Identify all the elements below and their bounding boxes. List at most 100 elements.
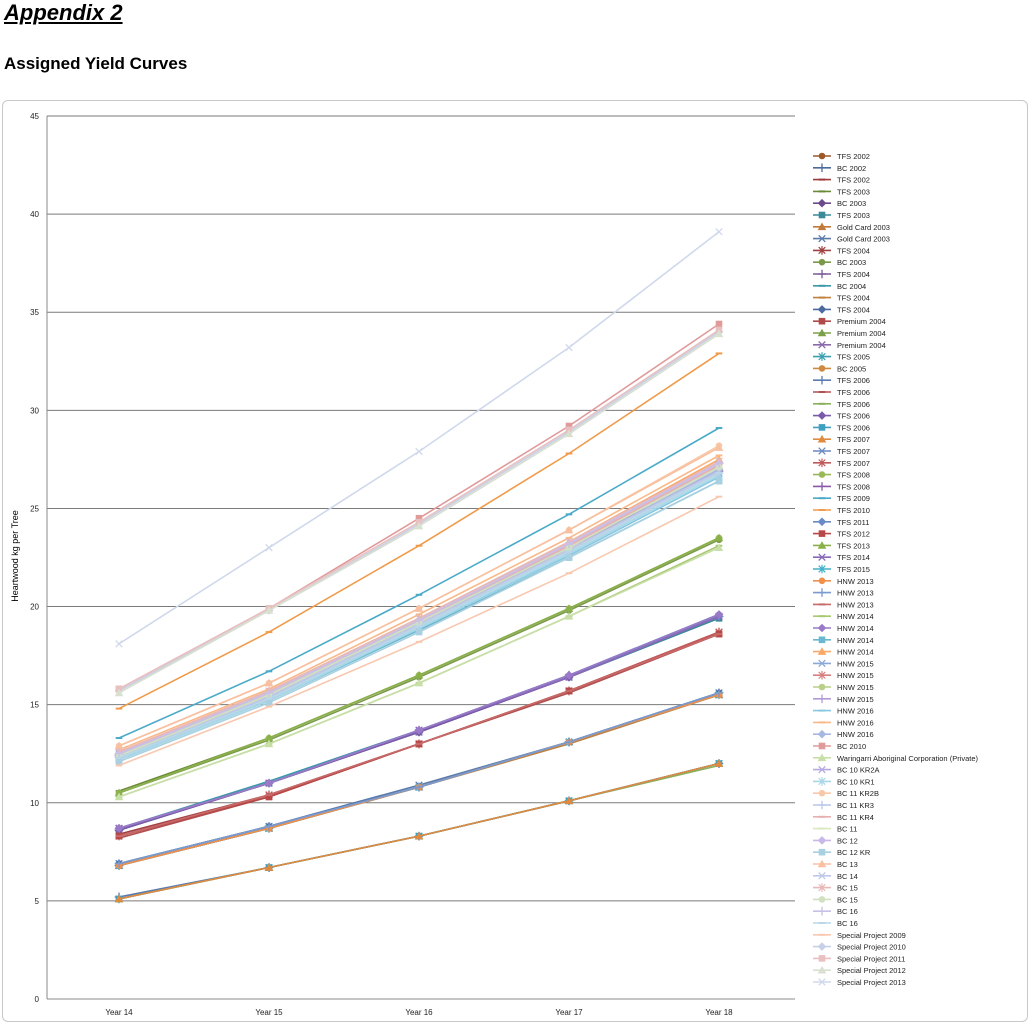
legend-item[interactable]: HNW 2016 [813, 707, 874, 716]
legend-item[interactable]: BC 15 [813, 883, 858, 893]
legend-item[interactable]: HNW 2014 [813, 623, 874, 633]
legend-label: Special Project 2010 [837, 943, 906, 952]
legend-item[interactable]: TFS 2004 [813, 305, 870, 314]
legend-swatch-marker [818, 471, 826, 478]
legend-item[interactable]: BC 16 [813, 919, 858, 928]
legend-item[interactable]: Special Project 2011 [813, 954, 905, 963]
data-point [715, 352, 723, 355]
legend-item[interactable]: HNW 2015 [813, 659, 874, 668]
legend-item[interactable]: TFS 2006 [813, 423, 870, 432]
legend-item[interactable]: BC 11 [813, 825, 857, 834]
legend-item[interactable]: BC 2010 [813, 742, 866, 751]
legend-item[interactable]: BC 2003 [813, 258, 866, 267]
legend-item[interactable]: HNW 2016 [813, 718, 874, 727]
legend-item[interactable]: BC 12 KR [813, 848, 871, 857]
legend-item[interactable]: BC 16 [813, 906, 858, 916]
legend-item[interactable]: HNW 2013 [813, 600, 874, 609]
legend-item[interactable]: TFS 2007 [813, 434, 870, 444]
legend-item[interactable]: HNW 2013 [813, 588, 874, 598]
legend-item[interactable]: TFS 2008 [813, 471, 870, 480]
y-tick-label: 15 [30, 701, 39, 710]
legend-item[interactable]: TFS 2003 [813, 211, 870, 220]
legend-item[interactable]: TFS 2015 [813, 564, 870, 574]
legend-item[interactable]: BC 12 [813, 836, 858, 845]
series-group [114, 543, 724, 801]
legend-item[interactable]: TFS 2004 [813, 294, 870, 303]
legend-item[interactable]: TFS 2006 [813, 375, 870, 385]
legend-item[interactable]: Premium 2004 [813, 328, 886, 338]
legend-item[interactable]: Waringarri Aboriginal Corporation (Priva… [813, 753, 979, 763]
legend-item[interactable]: HNW 2016 [813, 729, 874, 739]
legend-item[interactable]: TFS 2012 [813, 530, 870, 539]
legend-item[interactable]: BC 11 KR2B [813, 789, 879, 798]
legend-item[interactable]: TFS 2006 [813, 388, 870, 397]
data-point [114, 823, 124, 833]
legend-item[interactable]: Premium 2004 [813, 341, 886, 350]
legend-item[interactable]: TFS 2004 [813, 269, 870, 279]
legend[interactable]: TFS 2002 BC 2002 TFS 2002 TFS 2003 BC 2003 TF… [813, 152, 979, 987]
legend-swatch-marker [818, 246, 826, 255]
legend-item[interactable]: HNW 2013 [813, 577, 874, 586]
legend-item[interactable]: TFS 2002 [813, 176, 870, 185]
legend-item[interactable]: TFS 2008 [813, 482, 870, 491]
legend-item[interactable]: TFS 2009 [813, 494, 870, 503]
data-point [714, 443, 724, 451]
data-point [414, 521, 424, 530]
legend-item[interactable]: TFS 2006 [813, 411, 870, 421]
legend-label: TFS 2002 [837, 152, 870, 161]
data-point [115, 758, 123, 765]
legend-item[interactable]: BC 15 [813, 895, 858, 904]
legend-item[interactable]: Special Project 2009 [813, 931, 906, 940]
legend-item[interactable]: BC 10 KR1 [813, 777, 875, 786]
legend-item[interactable]: HNW 2014 [813, 636, 874, 645]
legend-item[interactable]: HNW 2014 [813, 647, 874, 657]
data-point [565, 513, 573, 516]
legend-item[interactable]: TFS 2007 [813, 447, 870, 456]
legend-item[interactable]: TFS 2004 [813, 246, 870, 255]
legend-item[interactable]: BC 10 KR2A [813, 766, 880, 775]
legend-item[interactable]: TFS 2010 [813, 506, 870, 515]
legend-item[interactable]: Premium 2004 [813, 317, 886, 326]
legend-item[interactable]: Gold Card 2003 [813, 222, 890, 232]
legend-item[interactable]: TFS 2003 [813, 187, 870, 196]
legend-item[interactable]: BC 11 KR3 [813, 800, 874, 810]
legend-swatch-marker [818, 659, 826, 668]
legend-item[interactable]: TFS 2005 [813, 352, 870, 362]
series-line [118, 613, 720, 830]
legend-item[interactable]: BC 2002 [813, 163, 866, 173]
legend-swatch-marker [818, 391, 826, 393]
legend-label: BC 2003 [837, 199, 866, 208]
legend-item[interactable]: TFS 2002 [813, 152, 870, 161]
legend-item[interactable]: HNW 2015 [813, 683, 874, 692]
data-point [565, 572, 573, 575]
legend-item[interactable]: BC 2004 [813, 282, 866, 291]
legend-swatch-marker [817, 859, 827, 868]
legend-item[interactable]: HNW 2014 [813, 612, 874, 621]
legend-label: TFS 2003 [837, 211, 870, 220]
legend-item[interactable]: Special Project 2010 [813, 942, 906, 952]
legend-item[interactable]: HNW 2015 [813, 694, 874, 704]
legend-item[interactable]: TFS 2007 [813, 458, 870, 468]
legend-label: HNW 2015 [837, 683, 874, 692]
legend-item[interactable]: TFS 2011 [813, 517, 869, 527]
legend-item[interactable]: HNW 2015 [813, 670, 874, 680]
legend-label: BC 2004 [837, 282, 866, 291]
legend-item[interactable]: BC 14 [813, 872, 858, 881]
legend-item[interactable]: BC 2005 [813, 364, 866, 373]
legend-item[interactable]: TFS 2014 [813, 553, 870, 562]
legend-item[interactable]: Special Project 2012 [813, 965, 906, 975]
legend-label: BC 11 KR4 [837, 813, 874, 822]
legend-item[interactable]: Special Project 2013 [813, 978, 906, 987]
legend-item[interactable]: BC 11 KR4 [813, 813, 874, 822]
legend-label: Special Project 2012 [837, 966, 906, 975]
legend-item[interactable]: TFS 2013 [813, 541, 870, 550]
legend-label: Premium 2004 [837, 329, 886, 338]
y-axis-title: Heartwood kg per Tree [10, 510, 20, 602]
legend-item[interactable]: TFS 2006 [813, 400, 870, 409]
legend-label: TFS 2006 [837, 412, 870, 421]
series-group [114, 329, 724, 697]
legend-item[interactable]: Gold Card 2003 [813, 235, 890, 244]
legend-item[interactable]: BC 13 [813, 859, 858, 869]
legend-item[interactable]: BC 2003 [813, 198, 866, 208]
legend-swatch-marker [817, 375, 827, 385]
